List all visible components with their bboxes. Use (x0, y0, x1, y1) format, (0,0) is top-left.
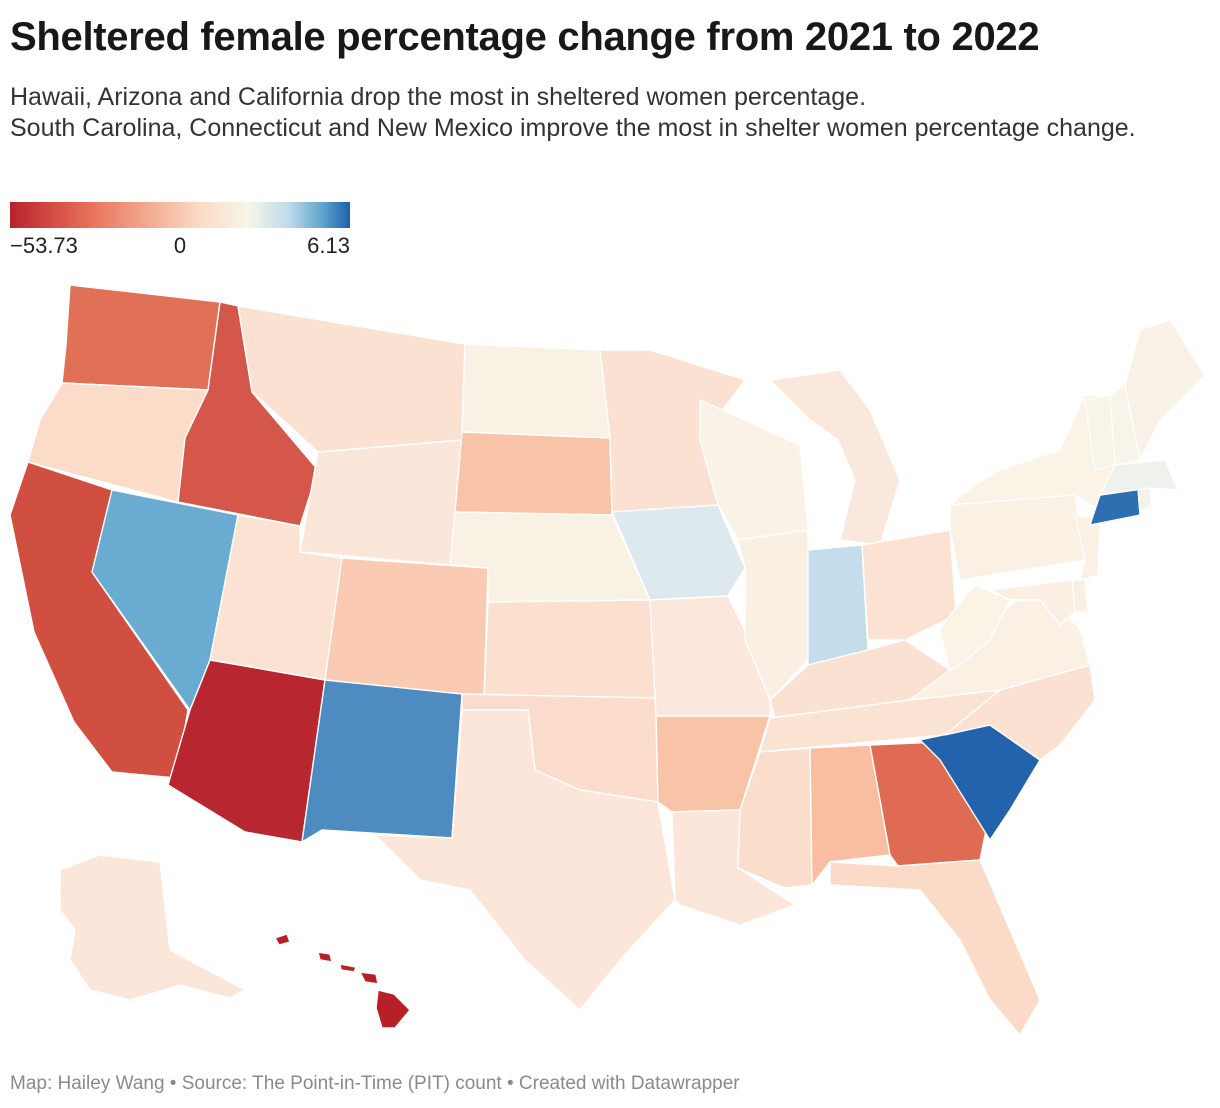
us-choropleth-map (9, 284, 1206, 1036)
legend-min-label: −53.73 (10, 233, 78, 258)
state-WY[interactable] (299, 439, 463, 566)
state-TX[interactable] (374, 709, 676, 1011)
state-AL[interactable] (809, 744, 891, 886)
state-MA[interactable] (1099, 459, 1179, 496)
legend-gradient-bar (10, 202, 350, 228)
map-subtitle: Hawaii, Arizona and California drop the … (10, 82, 1200, 144)
state-AK[interactable] (59, 854, 246, 1001)
hawaii-big-island[interactable] (375, 989, 411, 1029)
state-OH[interactable] (861, 529, 957, 641)
hawaii-oahu[interactable] (317, 951, 333, 963)
state-MI[interactable] (769, 369, 901, 546)
map-title: Sheltered female percentage change from … (10, 15, 1040, 59)
color-legend: −53.73 0 6.13 (10, 202, 350, 262)
state-CO[interactable] (324, 557, 489, 699)
state-RI[interactable] (1137, 487, 1153, 513)
state-WA[interactable] (61, 284, 221, 391)
hawaii-kauai[interactable] (274, 933, 291, 946)
state-PA[interactable] (949, 494, 1086, 581)
state-IN[interactable] (807, 544, 869, 666)
map-credit: Map: Hailey Wang • Source: The Point-in-… (10, 1073, 740, 1094)
subtitle-line-1: Hawaii, Arizona and California drop the … (10, 83, 867, 111)
legend-max-label: 6.13 (307, 233, 350, 258)
state-HI[interactable] (274, 933, 411, 1029)
state-KS[interactable] (483, 599, 657, 699)
state-ME[interactable] (1124, 319, 1206, 461)
subtitle-line-2: South Carolina, Connecticut and New Mexi… (10, 114, 1136, 142)
legend-mid-label: 0 (173, 233, 187, 258)
state-ND[interactable] (461, 343, 611, 439)
hawaii-maui[interactable] (359, 971, 379, 985)
state-IA[interactable] (611, 504, 746, 601)
state-NM[interactable] (301, 679, 463, 843)
state-SD[interactable] (454, 431, 613, 516)
hawaii-molokai[interactable] (339, 963, 357, 973)
states-layer (9, 284, 1206, 1036)
state-WV[interactable] (939, 584, 1011, 671)
state-FL[interactable] (829, 859, 1041, 1036)
state-MD[interactable] (989, 579, 1076, 626)
